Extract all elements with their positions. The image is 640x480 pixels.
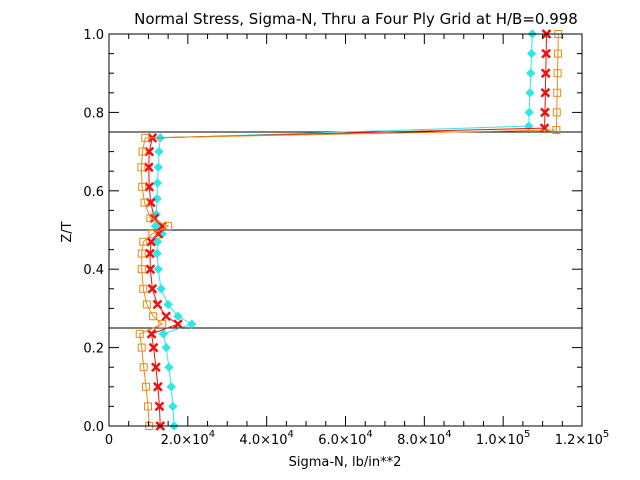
data-point bbox=[152, 193, 162, 204]
x-tick-label: 1.2×105 bbox=[555, 429, 609, 448]
x-tick-label: 8.0×104 bbox=[397, 429, 451, 448]
data-point bbox=[526, 68, 536, 78]
y-tick-label: 0.0 bbox=[83, 420, 104, 435]
data-point bbox=[525, 88, 535, 98]
data-point bbox=[524, 107, 534, 118]
data-point bbox=[163, 299, 173, 310]
data-point bbox=[152, 178, 163, 188]
data-point bbox=[161, 342, 171, 353]
data-point bbox=[158, 329, 169, 339]
data-point bbox=[146, 328, 157, 339]
y-axis-label: Z/T bbox=[60, 221, 75, 242]
data-point bbox=[143, 162, 154, 173]
data-point bbox=[540, 107, 550, 118]
series-line bbox=[139, 33, 559, 427]
data-point bbox=[526, 48, 537, 59]
data-point bbox=[154, 401, 165, 412]
data-point bbox=[152, 299, 163, 310]
data-series bbox=[150, 29, 538, 431]
data-point bbox=[164, 222, 173, 231]
data-point bbox=[139, 284, 148, 293]
y-tick-label: 1.0 bbox=[83, 28, 104, 43]
x-tick-label: 4.0×104 bbox=[239, 429, 293, 448]
x-tick-label: 6.0×104 bbox=[318, 429, 372, 448]
data-point bbox=[140, 198, 149, 207]
data-point bbox=[540, 68, 551, 79]
y-tick-label: 0.6 bbox=[83, 185, 104, 200]
data-point bbox=[541, 48, 552, 59]
data-point bbox=[145, 248, 155, 259]
data-point bbox=[144, 181, 155, 192]
data-point bbox=[141, 133, 150, 142]
data-point bbox=[152, 381, 163, 392]
data-point bbox=[137, 249, 146, 258]
x-tick-label: 1.0×105 bbox=[476, 429, 530, 448]
x-tick-label: 0 bbox=[105, 433, 113, 448]
data-point bbox=[161, 311, 172, 322]
data-point bbox=[553, 88, 562, 97]
data-point bbox=[552, 126, 561, 135]
data-point bbox=[135, 329, 144, 338]
data-point bbox=[156, 284, 166, 294]
data-point bbox=[553, 49, 562, 58]
data-point bbox=[166, 382, 176, 392]
data-point bbox=[158, 320, 167, 329]
ply-interface-lines bbox=[109, 131, 582, 329]
data-point bbox=[173, 319, 183, 329]
y-tick-label: 0.2 bbox=[83, 342, 104, 357]
data-point bbox=[552, 108, 561, 117]
data-point bbox=[146, 236, 157, 247]
data-point bbox=[138, 182, 147, 191]
y-tick-label: 0.8 bbox=[83, 106, 104, 121]
data-point bbox=[168, 401, 178, 412]
data-point bbox=[137, 163, 146, 172]
data-point bbox=[173, 311, 183, 321]
data-point bbox=[148, 342, 159, 353]
data-point bbox=[154, 146, 164, 157]
data-point bbox=[146, 214, 155, 223]
data-point bbox=[139, 363, 148, 372]
data-point bbox=[137, 343, 146, 352]
data-point bbox=[139, 237, 148, 246]
data-point bbox=[553, 69, 562, 78]
axes: 0.0 0.2 0.4 0.6 0.8 1.0 0 2.0×104 4.0×104 6.0×104… bbox=[83, 28, 609, 448]
data-point bbox=[144, 146, 155, 157]
data-point bbox=[138, 147, 147, 156]
chart-title: Normal Stress, Sigma-N, Thru a Four Ply … bbox=[134, 10, 578, 28]
data-point bbox=[153, 264, 163, 274]
data-point bbox=[151, 362, 161, 373]
data-point bbox=[187, 319, 197, 329]
series-layer bbox=[135, 29, 563, 431]
data-point bbox=[164, 362, 174, 372]
y-tick-label: 0.4 bbox=[83, 263, 104, 278]
data-series bbox=[135, 30, 563, 430]
data-point bbox=[142, 300, 151, 309]
data-point bbox=[152, 248, 162, 259]
data-point bbox=[153, 162, 163, 172]
data-point bbox=[148, 229, 157, 238]
data-point bbox=[137, 265, 146, 274]
data-point bbox=[152, 237, 163, 247]
data-point bbox=[142, 382, 151, 391]
x-tick-label: 2.0×104 bbox=[161, 429, 215, 448]
data-point bbox=[147, 283, 158, 294]
data-point bbox=[145, 264, 156, 275]
x-axis-label: Sigma-N, lb/in**2 bbox=[289, 455, 402, 470]
data-point bbox=[149, 312, 158, 321]
data-point bbox=[540, 87, 551, 98]
data-point bbox=[144, 402, 153, 411]
